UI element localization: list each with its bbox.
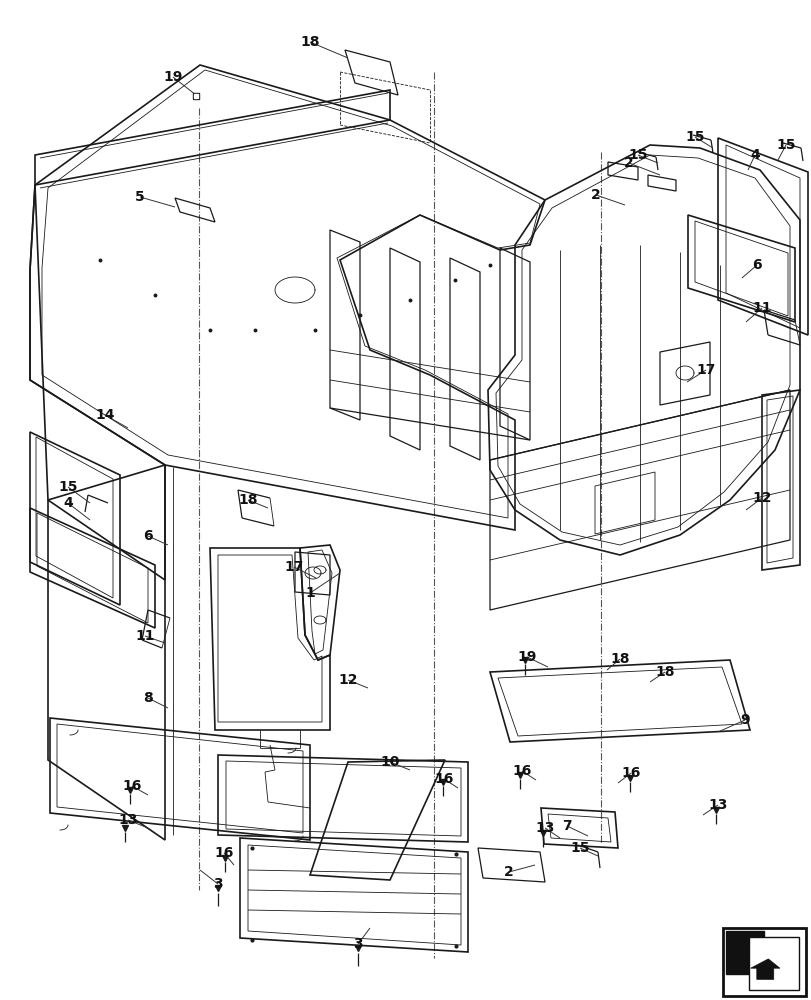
Text: 17: 17 bbox=[284, 560, 303, 574]
Text: 16: 16 bbox=[214, 846, 234, 860]
Text: 15: 15 bbox=[628, 148, 647, 162]
Text: 16: 16 bbox=[620, 766, 640, 780]
Text: 16: 16 bbox=[434, 772, 453, 786]
Text: 12: 12 bbox=[751, 491, 770, 505]
Text: 19: 19 bbox=[517, 650, 536, 664]
Text: 10: 10 bbox=[380, 755, 399, 769]
Text: 4: 4 bbox=[749, 148, 759, 162]
Polygon shape bbox=[725, 931, 764, 974]
Text: 3: 3 bbox=[213, 877, 222, 891]
Text: 14: 14 bbox=[95, 408, 114, 422]
Text: 3: 3 bbox=[353, 937, 363, 951]
Text: 16: 16 bbox=[512, 764, 531, 778]
Text: 18: 18 bbox=[610, 652, 629, 666]
Text: 13: 13 bbox=[118, 813, 138, 827]
Text: 8: 8 bbox=[143, 691, 152, 705]
Text: 4: 4 bbox=[63, 496, 73, 510]
Text: 17: 17 bbox=[696, 363, 714, 377]
Text: 2: 2 bbox=[504, 865, 513, 879]
Text: 13: 13 bbox=[707, 798, 727, 812]
Text: 6: 6 bbox=[143, 529, 152, 543]
Text: 18: 18 bbox=[654, 665, 674, 679]
Text: 2: 2 bbox=[624, 156, 633, 170]
Text: 13: 13 bbox=[534, 821, 554, 835]
Text: 18: 18 bbox=[300, 35, 320, 49]
Polygon shape bbox=[749, 959, 779, 979]
Text: 11: 11 bbox=[135, 629, 155, 643]
Text: 15: 15 bbox=[569, 841, 589, 855]
Polygon shape bbox=[749, 937, 798, 990]
Text: 1: 1 bbox=[305, 586, 315, 600]
Text: 15: 15 bbox=[684, 130, 704, 144]
Text: 7: 7 bbox=[561, 819, 571, 833]
Text: 11: 11 bbox=[751, 301, 770, 315]
Text: 19: 19 bbox=[163, 70, 182, 84]
Text: 9: 9 bbox=[740, 713, 749, 727]
Text: 6: 6 bbox=[751, 258, 761, 272]
Text: 2: 2 bbox=[590, 188, 600, 202]
Text: 18: 18 bbox=[238, 493, 257, 507]
Text: 16: 16 bbox=[122, 779, 141, 793]
Text: 15: 15 bbox=[775, 138, 795, 152]
Text: 15: 15 bbox=[58, 480, 78, 494]
Text: 5: 5 bbox=[135, 190, 144, 204]
Bar bbox=[722, 928, 805, 996]
Text: 12: 12 bbox=[338, 673, 358, 687]
